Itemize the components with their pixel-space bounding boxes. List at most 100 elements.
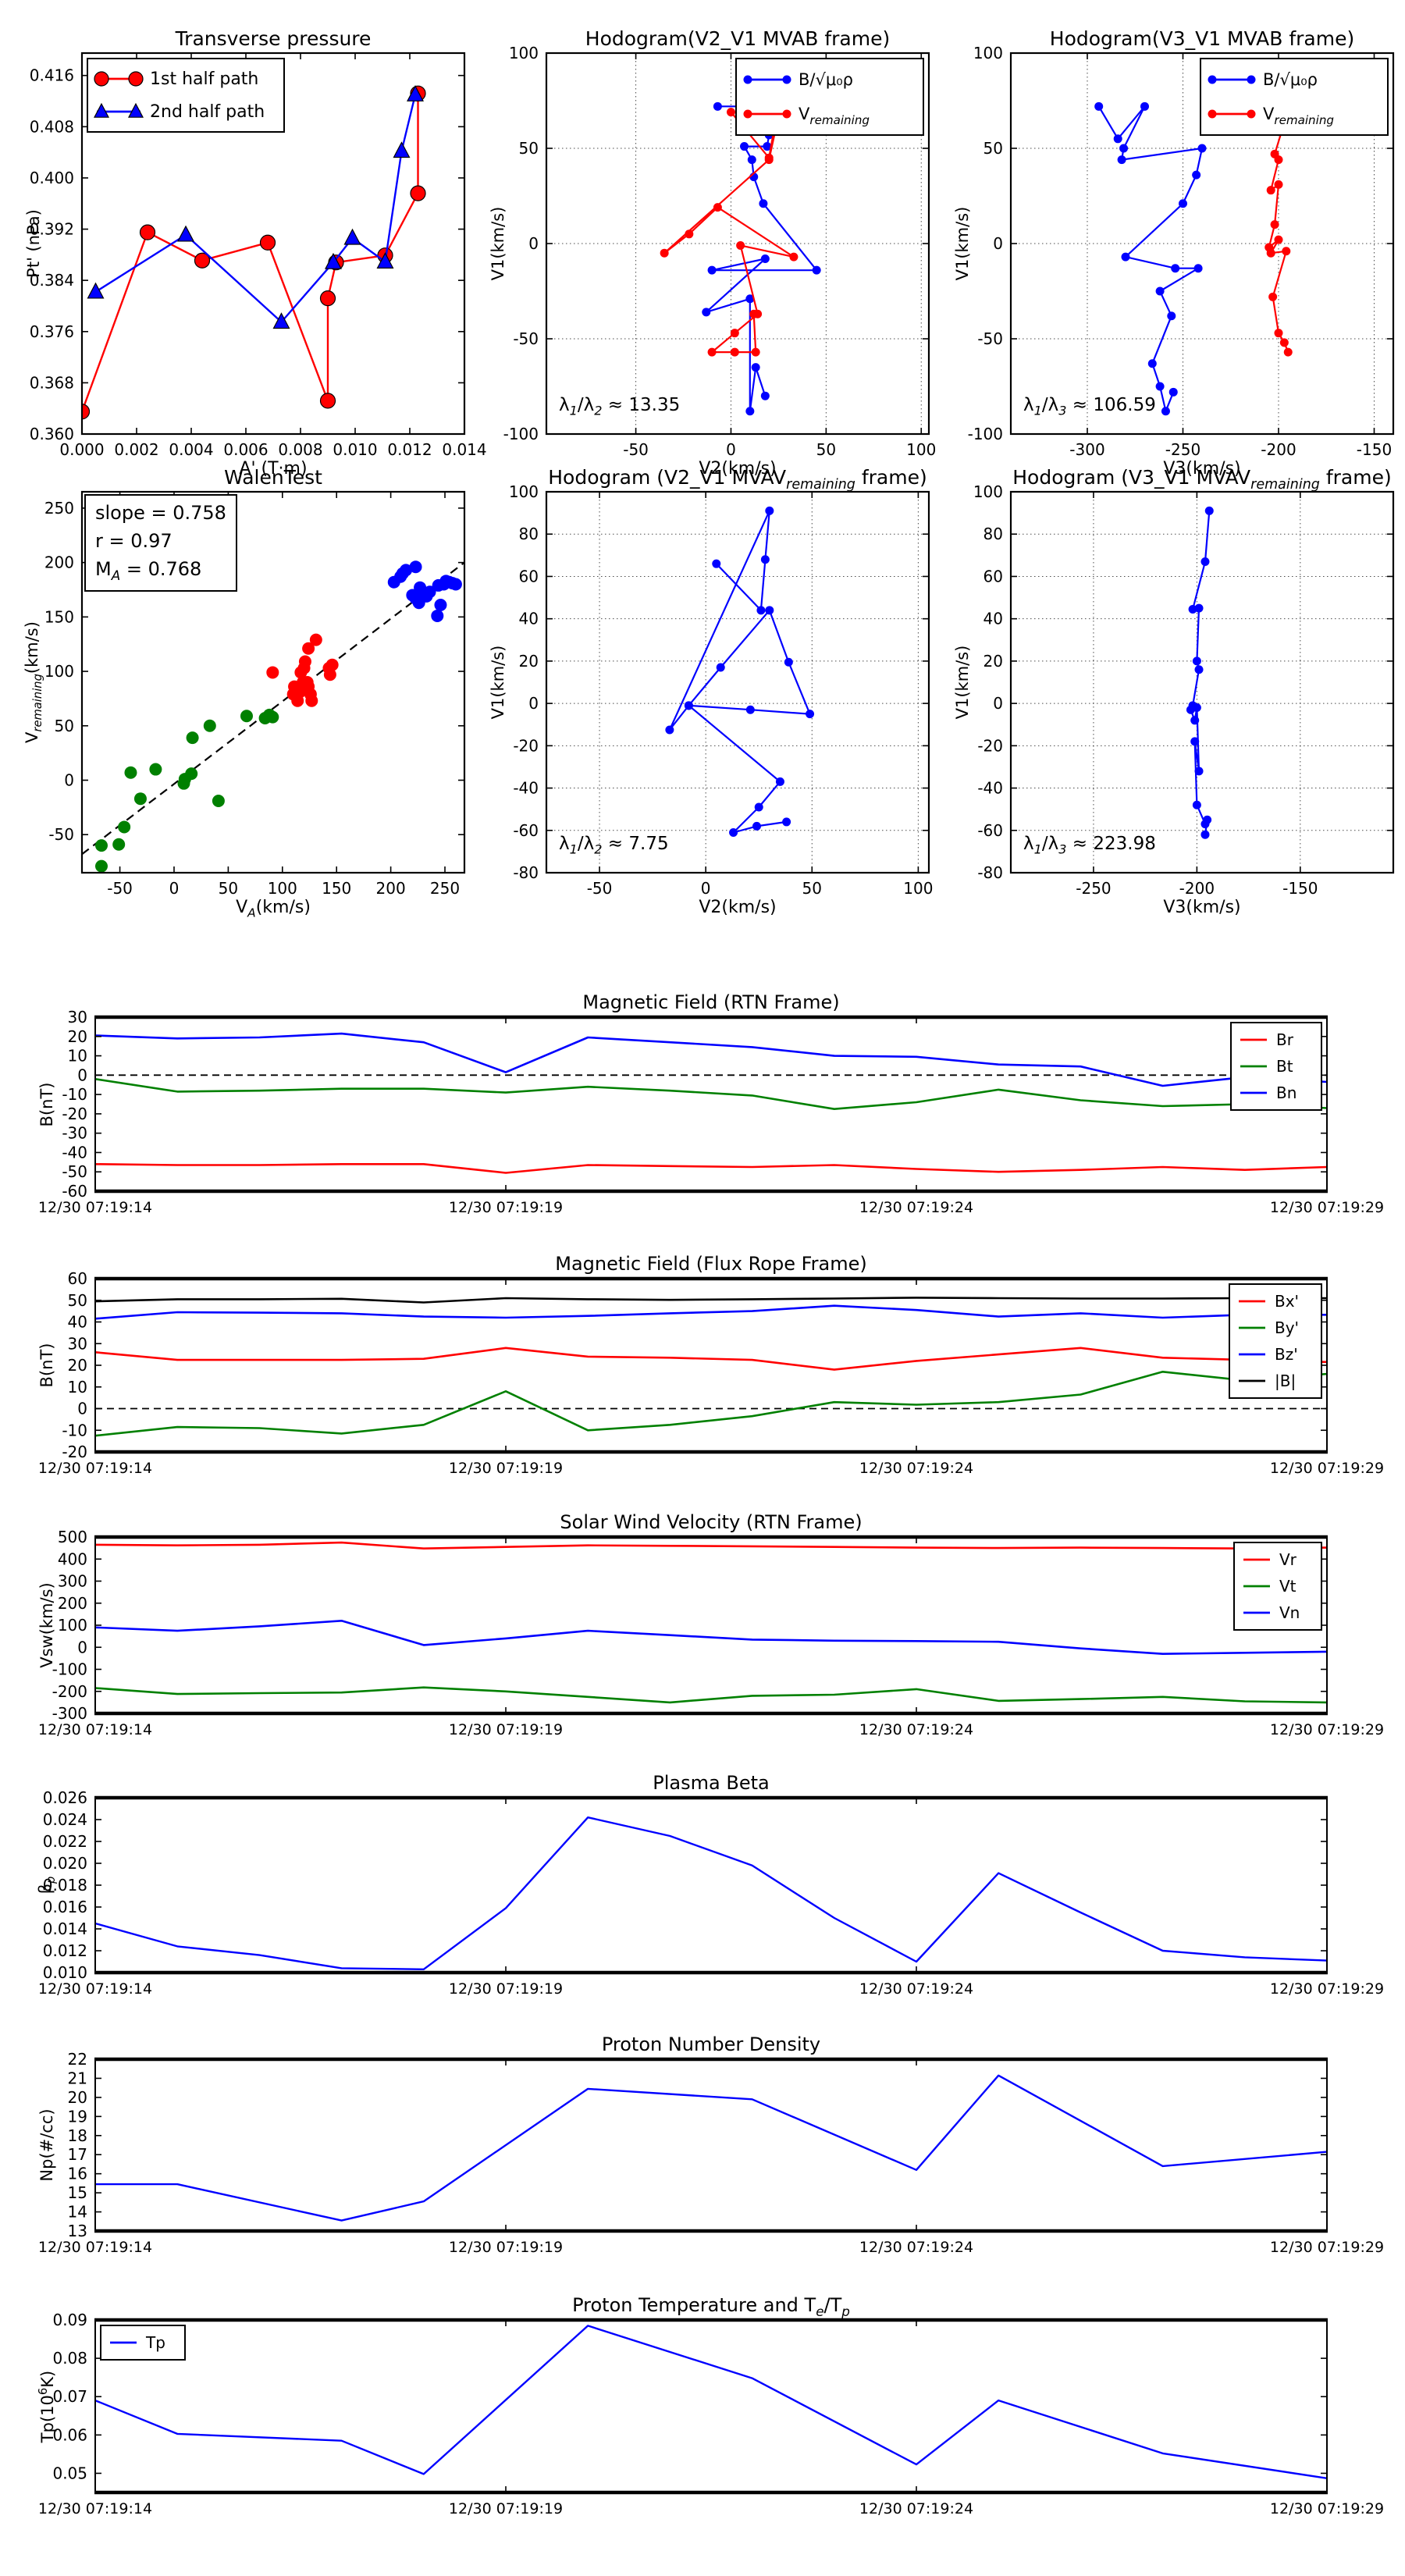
data-point <box>1200 830 1210 839</box>
panel-hodogram-v2v1-mvav: -50 0 50 100 -80 -60 -40 -20 0 20 40 60 80 100 Hodogr… <box>489 461 972 917</box>
data-point <box>760 254 770 264</box>
x-tick-label: 0.002 <box>114 440 158 459</box>
x-tick-label: 12/30 07:19:29 <box>1270 1721 1384 1738</box>
data-point <box>765 506 774 515</box>
x-tick-label: -50 <box>587 879 613 898</box>
x-tick-label: 12/30 07:19:24 <box>859 1460 973 1477</box>
data-point <box>665 725 674 735</box>
y-tick-label: 22 <box>68 2050 87 2069</box>
data-point <box>240 710 253 723</box>
y-tick-label: 100 <box>973 44 1003 62</box>
y-tick-label: 20 <box>519 652 539 671</box>
data-point <box>751 363 760 372</box>
data-point <box>309 633 322 646</box>
data-point <box>685 229 694 239</box>
y-tick-label: 150 <box>44 607 74 626</box>
data-point <box>1168 387 1178 397</box>
x-tick-label: 12/30 07:19:19 <box>449 2500 563 2517</box>
y-tick-label: -40 <box>977 779 1003 798</box>
plot-canvas: 12/30 07:19:14 12/30 07:19:19 12/30 07:19:… <box>38 1528 1384 1738</box>
data-point <box>1190 737 1200 746</box>
y-tick-label: 16 <box>68 2165 87 2183</box>
chart-title: WalenTest <box>224 466 322 489</box>
x-tick-label: 12/30 07:19:14 <box>38 1721 152 1738</box>
legend-label: B/√μ₀ρ <box>1263 70 1318 89</box>
data-point <box>752 821 761 831</box>
data-point <box>1155 382 1165 391</box>
y-tick-label: 20 <box>68 1027 87 1046</box>
y-tick-label: 14 <box>68 2203 87 2222</box>
data-point <box>139 224 156 240</box>
x-tick-label: 12/30 07:19:14 <box>38 1980 152 1998</box>
y-tick-label: 0.368 <box>30 373 74 392</box>
series-By' <box>94 1371 1328 1437</box>
data-point <box>775 777 784 786</box>
data-point <box>409 560 422 574</box>
axes-frame <box>94 2058 1328 2232</box>
data-point <box>203 719 216 732</box>
y-tick-label: -300 <box>52 1704 87 1723</box>
series-|B| <box>94 1297 1327 1304</box>
x-axis-label: V3(km/s) <box>1163 459 1241 479</box>
data-point <box>713 101 722 111</box>
y-tick-label: 60 <box>519 567 539 585</box>
data-point <box>298 655 311 668</box>
data-point <box>400 564 413 577</box>
data-point <box>1119 144 1129 153</box>
series-Vn <box>94 1620 1328 1655</box>
data-point <box>707 347 717 357</box>
data-point <box>743 109 752 119</box>
y-tick-label: 0.416 <box>30 66 74 85</box>
y-tick-label: 0.08 <box>52 2349 87 2368</box>
y-tick-label: 50 <box>519 139 539 158</box>
y-axis-label: Vremaining(km/s) <box>22 621 45 743</box>
y-tick-label: -60 <box>977 821 1003 840</box>
data-point <box>1200 557 1210 566</box>
data-point <box>1094 101 1104 111</box>
data-point <box>745 407 755 416</box>
legend-label: Vremaining <box>1263 105 1334 127</box>
x-tick-label: 50 <box>802 879 822 898</box>
plot-canvas: 12/30 07:19:14 12/30 07:19:19 12/30 07:19:… <box>38 1788 1384 1998</box>
data-point <box>407 85 424 101</box>
chart-title: Hodogram(V3_V1 MVAB frame) <box>1049 27 1355 50</box>
series-Br <box>94 1163 1328 1174</box>
y-tick-label: 20 <box>68 2088 87 2107</box>
x-tick-label: 12/30 07:19:29 <box>1270 1980 1384 1998</box>
data-point <box>149 763 162 776</box>
y-tick-label: 0.360 <box>30 425 74 443</box>
y-tick-label: -20 <box>513 736 539 755</box>
y-tick-label: 0.408 <box>30 117 74 136</box>
y-tick-label: 0.07 <box>52 2387 87 2406</box>
axes-frame <box>1009 490 1395 874</box>
data-point <box>1192 800 1201 809</box>
data-point <box>1204 506 1214 515</box>
x-tick-label: 12/30 07:19:24 <box>859 2500 973 2517</box>
y-tick-label: 80 <box>984 525 1003 543</box>
y-tick-label: 50 <box>55 717 74 735</box>
data-point <box>94 102 109 118</box>
x-tick-label: 12/30 07:19:24 <box>859 2239 973 2256</box>
series-Bt <box>94 1078 1328 1110</box>
data-point <box>782 817 791 827</box>
y-axis-label: Pt' (nPa) <box>24 209 43 278</box>
y-tick-label: 0.392 <box>30 220 74 239</box>
data-point <box>1266 186 1275 195</box>
data-point <box>325 252 342 269</box>
y-tick-label: 100 <box>509 44 539 62</box>
data-point <box>1197 144 1207 153</box>
y-tick-label: 0.022 <box>43 1832 87 1851</box>
data-point <box>756 606 766 615</box>
data-point <box>128 102 144 118</box>
x-axis-label: V3(km/s) <box>1163 898 1241 917</box>
data-point <box>118 820 131 834</box>
y-axis-label: B(nT) <box>37 1343 56 1388</box>
x-tick-label: 12/30 07:19:24 <box>859 1721 973 1738</box>
x-tick-label: 0.014 <box>442 440 486 459</box>
y-tick-label: 0.06 <box>52 2425 87 2444</box>
y-tick-label: 30 <box>68 1334 87 1353</box>
legend-label: Tp <box>145 2333 165 2352</box>
data-point <box>1279 338 1289 347</box>
y-tick-label: 200 <box>44 553 74 572</box>
